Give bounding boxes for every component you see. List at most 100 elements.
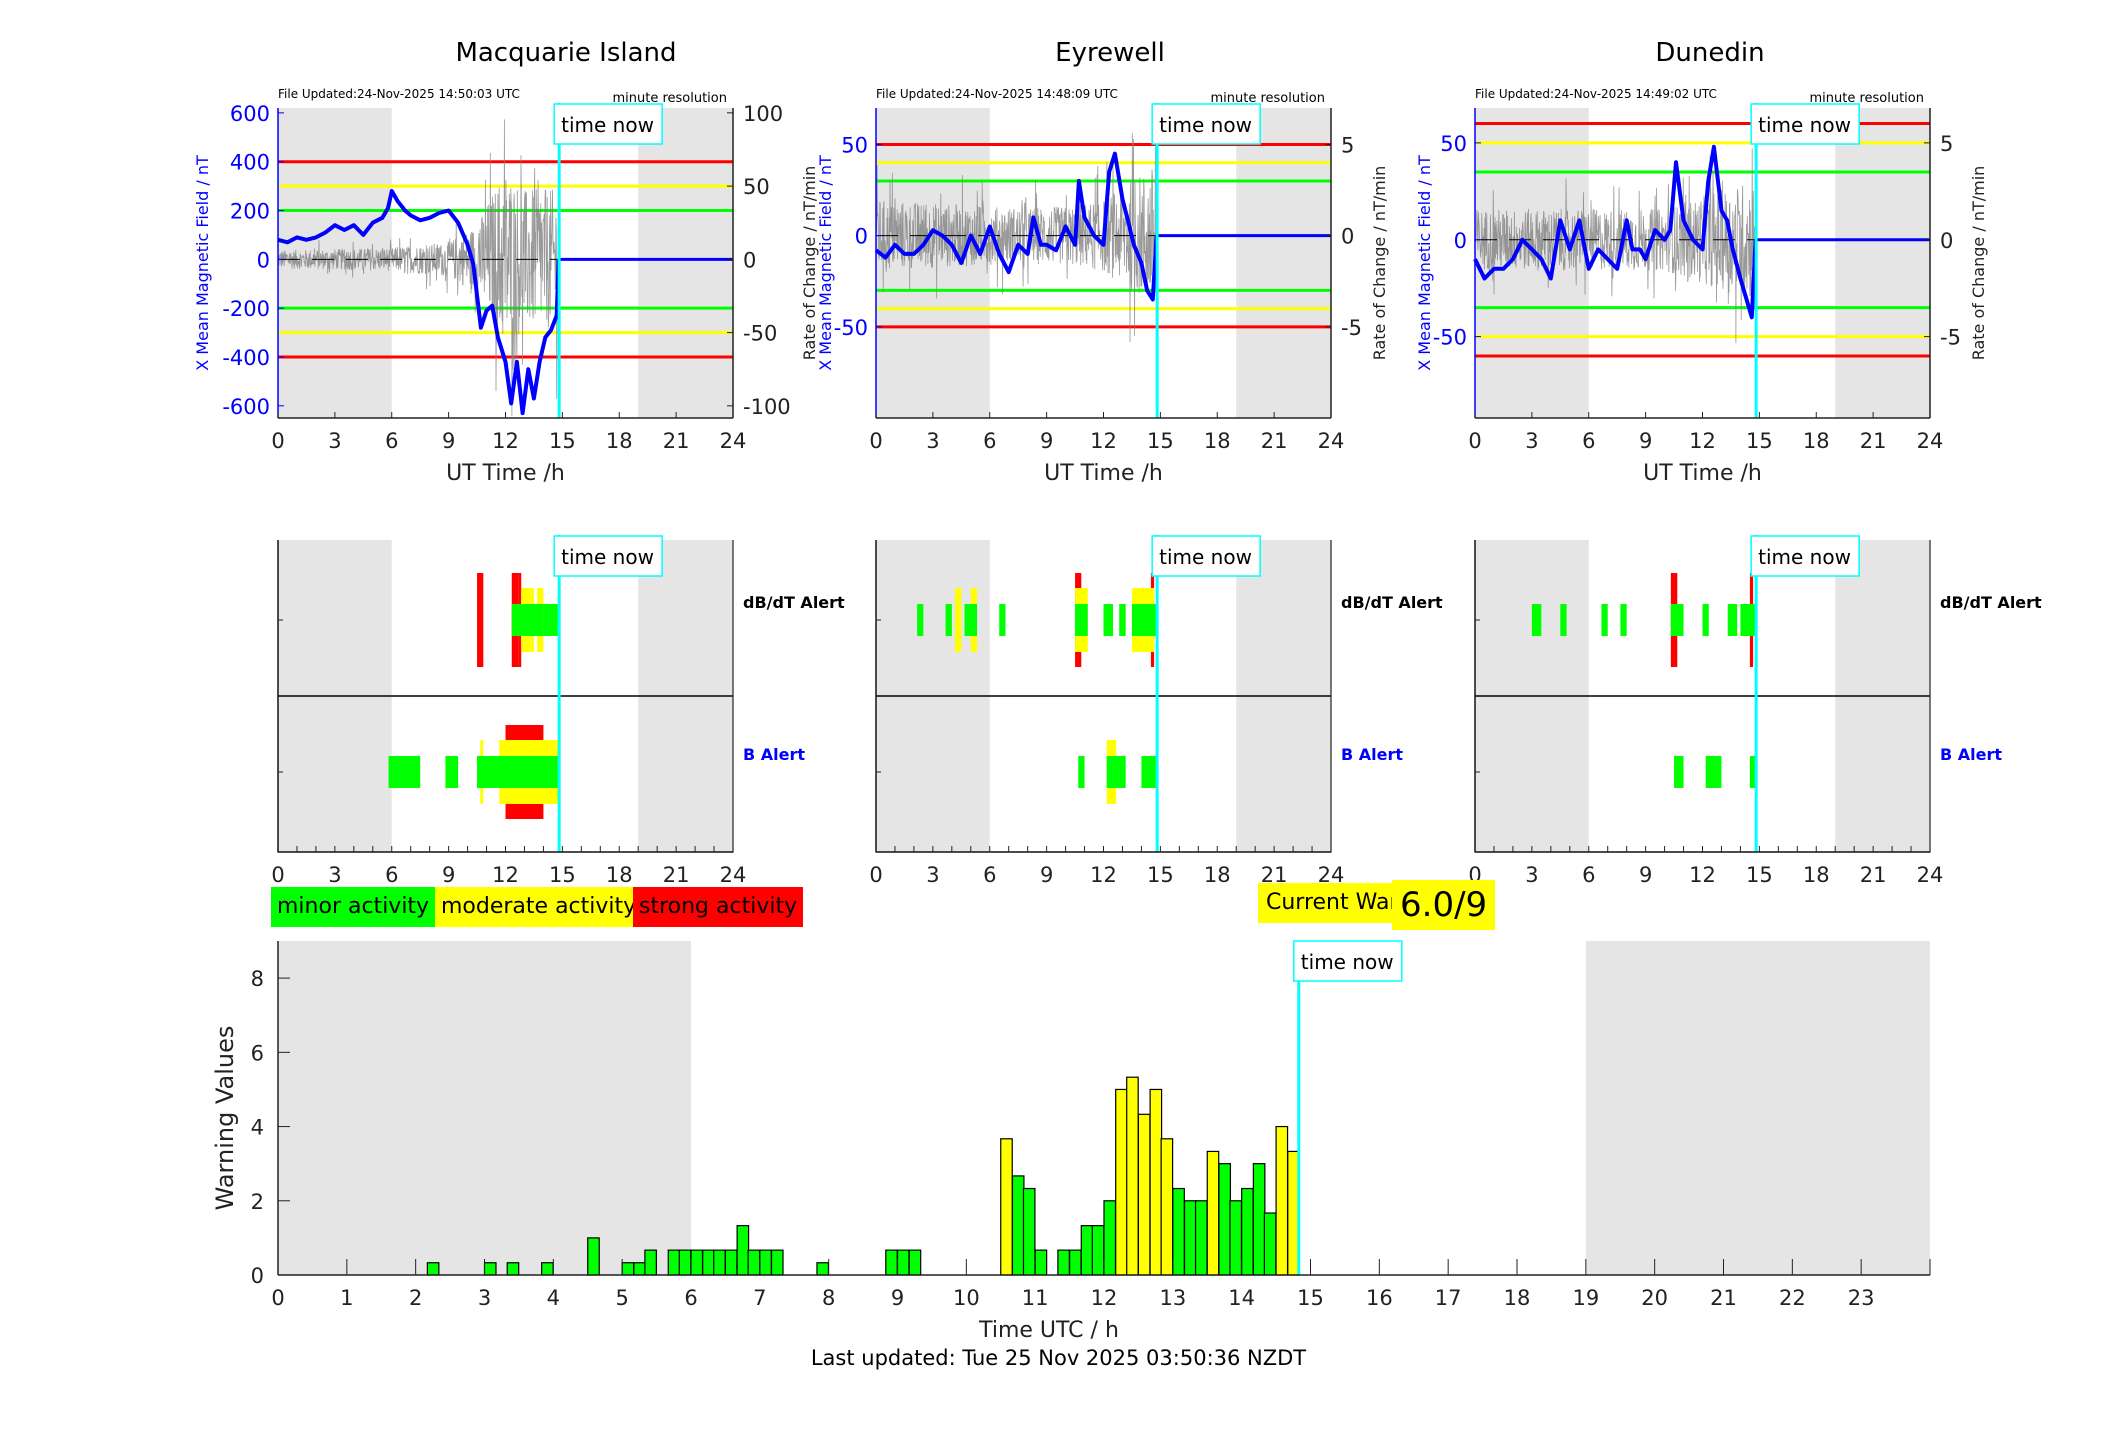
alert-bar-b xyxy=(1106,756,1126,788)
warning-bar xyxy=(1183,1200,1197,1276)
warning-bar xyxy=(541,1262,554,1276)
time-now-box xyxy=(553,535,663,577)
warning-bar xyxy=(483,1262,497,1276)
y-tick-label: 6 xyxy=(251,1041,264,1065)
x-tick-label: 18 xyxy=(1803,429,1830,453)
warning-bar xyxy=(724,1249,738,1276)
y-right-tick-label: 0 xyxy=(1940,229,1953,253)
warning-bar xyxy=(759,1249,772,1276)
alert-bar-dbdt xyxy=(543,604,560,636)
x-tick-label: 15 xyxy=(1746,429,1773,453)
alert-bar-dbdt xyxy=(477,573,484,667)
magnetic-field-line xyxy=(1473,144,1758,320)
resolution-text: minute resolution xyxy=(1809,91,1924,106)
y-left-axis-label: X Mean Magnetic Field / nT xyxy=(193,155,212,371)
b-alert-label: B Alert xyxy=(1341,745,1403,764)
time-now-box xyxy=(553,103,663,145)
x-tick-label: 13 xyxy=(1159,1286,1186,1310)
x-tick-label: 1 xyxy=(340,1286,353,1310)
station-title-dunedin: Dunedin xyxy=(1655,38,1765,68)
magnetometer-panel-2: File Updated:24-Nov-2025 14:49:02 UTC min… xyxy=(1415,87,1988,486)
y-right-axis-label: Rate of Change / nT/min xyxy=(1969,166,1988,361)
warning-bar xyxy=(713,1249,726,1276)
magnetic-field-line xyxy=(277,189,561,416)
night-shading xyxy=(1835,108,1930,418)
x-tick-label: 17 xyxy=(1435,1286,1462,1310)
y-right-tick-label: 5 xyxy=(1341,133,1354,157)
y-tick-label: 2 xyxy=(251,1190,264,1214)
b-alert-label: B Alert xyxy=(743,745,805,764)
alert-bar-dbdt xyxy=(1131,604,1158,636)
x-tick-label: 5 xyxy=(615,1286,628,1310)
warning-bar xyxy=(816,1262,830,1276)
warning-bar xyxy=(896,1249,910,1276)
y-right-tick-label: -5 xyxy=(1341,316,1362,340)
alert-bar-dbdt xyxy=(1075,604,1088,636)
x-tick-label: 12 xyxy=(1091,1286,1118,1310)
x-tick-label: 21 xyxy=(1710,1286,1737,1310)
warning-bar xyxy=(770,1249,784,1276)
alert-bar-b xyxy=(445,756,459,788)
y-left-tick-label: 50 xyxy=(841,133,868,157)
x-tick-label: 3 xyxy=(1525,863,1538,887)
x-axis-label: Time UTC / h xyxy=(978,1318,1119,1343)
x-tick-label: 0 xyxy=(271,863,284,887)
x-tick-label: 15 xyxy=(549,429,576,453)
x-tick-label: 0 xyxy=(271,429,284,453)
y-right-tick-label: 5 xyxy=(1940,132,1953,156)
dbdt-alert-label: dB/dT Alert xyxy=(1341,593,1443,612)
alert-bar-b xyxy=(388,756,421,788)
y-left-tick-label: -50 xyxy=(1433,326,1467,350)
warning-bar xyxy=(1206,1150,1220,1276)
alert-bar-dbdt xyxy=(917,604,924,636)
night-shading xyxy=(638,108,733,418)
magnetometer-panel-1: File Updated:24-Nov-2025 14:48:09 UTC min… xyxy=(816,87,1389,486)
x-axis-label: UT Time /h xyxy=(1044,461,1163,486)
x-tick-label: 6 xyxy=(385,863,398,887)
x-tick-label: 3 xyxy=(1525,429,1538,453)
y-tick-label: 0 xyxy=(251,1264,264,1288)
warning-bar xyxy=(678,1249,692,1276)
x-tick-label: 9 xyxy=(442,863,455,887)
dbdt-alert-label: dB/dT Alert xyxy=(743,593,845,612)
warning-bar xyxy=(1115,1088,1128,1276)
x-tick-label: 16 xyxy=(1366,1286,1393,1310)
time-now-box xyxy=(1151,535,1261,577)
warning-bar xyxy=(621,1262,635,1276)
x-tick-label: 14 xyxy=(1228,1286,1255,1310)
warning-bar xyxy=(1126,1076,1139,1276)
y-right-tick-label: 0 xyxy=(1341,225,1354,249)
x-tick-label: 21 xyxy=(663,863,690,887)
warning-bar xyxy=(747,1249,761,1276)
x-tick-label: 24 xyxy=(720,863,747,887)
file-updated-text: File Updated:24-Nov-2025 14:50:03 UTC xyxy=(278,87,520,101)
y-left-tick-label: -200 xyxy=(222,297,270,321)
time-now-label: time now xyxy=(1758,545,1851,569)
alert-bar-dbdt xyxy=(1601,604,1608,636)
y-right-tick-label: -50 xyxy=(743,322,777,346)
x-tick-label: 0 xyxy=(1468,429,1481,453)
b-alert-label: B Alert xyxy=(1940,745,2002,764)
warning-bar xyxy=(1137,1113,1151,1276)
y-left-tick-label: 0 xyxy=(855,225,868,249)
magnetometer-panel-0: File Updated:24-Nov-2025 14:50:03 UTC min… xyxy=(193,87,819,486)
x-tick-label: 9 xyxy=(1639,429,1652,453)
x-tick-label: 18 xyxy=(1204,863,1231,887)
x-tick-label: 15 xyxy=(1147,863,1174,887)
alert-bar-dbdt xyxy=(1103,604,1113,636)
x-tick-label: 11 xyxy=(1022,1286,1049,1310)
y-axis-label: Warning Values xyxy=(211,1026,239,1211)
y-tick-label: 4 xyxy=(251,1116,264,1140)
x-tick-label: 23 xyxy=(1848,1286,1875,1310)
alert-bar-b xyxy=(1705,756,1722,788)
x-tick-label: 9 xyxy=(442,429,455,453)
y-right-axis-label: Rate of Change / nT/min xyxy=(1370,166,1389,361)
x-tick-label: 3 xyxy=(328,429,341,453)
warning-bar xyxy=(1149,1088,1163,1276)
x-tick-label: 0 xyxy=(869,429,882,453)
warning-bar xyxy=(702,1249,715,1276)
alert-bar-b xyxy=(1749,756,1757,788)
time-now-box xyxy=(1151,103,1261,145)
